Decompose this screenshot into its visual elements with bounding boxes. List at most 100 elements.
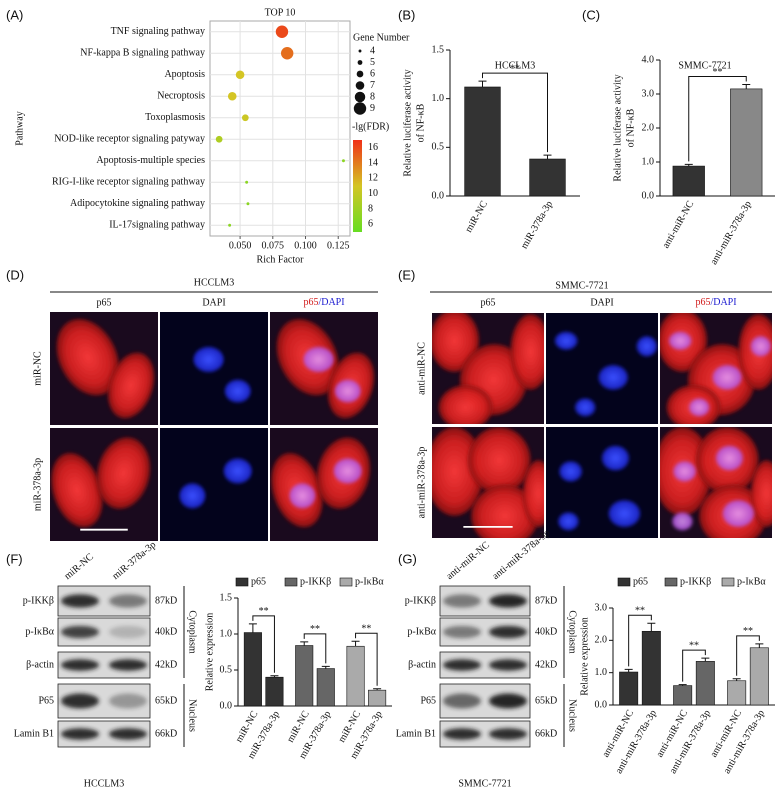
y-tick-label: 1.0 — [642, 156, 655, 167]
significance-label: ** — [743, 626, 753, 637]
significance-label: ** — [361, 623, 371, 634]
micrograph — [432, 313, 544, 424]
x-tick-label: miR-378a-3p — [519, 199, 555, 251]
merge-label-part: p65 — [303, 297, 318, 308]
protein-label: p-IκBα — [25, 626, 54, 637]
y-tick-label: 0.0 — [595, 699, 608, 710]
y-tick-label: 2.0 — [642, 122, 655, 133]
panel-label: (F) — [6, 551, 23, 566]
merge-label-part: p65 — [695, 297, 710, 308]
y-tick-label: 0.0 — [220, 700, 233, 711]
blot-cell-line: HCCLM3 — [84, 778, 125, 789]
y-axis-title: of NF-κB — [415, 103, 426, 142]
y-axis-title: Pathway — [14, 111, 25, 145]
blot-cell-line: SMMC-7721 — [458, 778, 511, 789]
significance-label: ** — [713, 67, 723, 78]
nucleus — [689, 398, 710, 417]
legend-label: 4 — [370, 45, 375, 56]
error-bar — [300, 641, 309, 646]
merge-label-part: /DAPI — [318, 297, 344, 308]
y-tick-label: 3.0 — [595, 602, 608, 613]
y-tick-label: 1.5 — [432, 44, 445, 55]
cell — [107, 352, 155, 419]
blot-band — [61, 693, 99, 709]
micrograph — [270, 312, 378, 425]
x-tick-label: 0.125 — [327, 240, 350, 251]
size-label: 42kD — [535, 659, 557, 670]
micrograph — [50, 428, 158, 541]
significance-bracket — [736, 635, 760, 676]
micrograph — [660, 313, 772, 424]
error-bar — [351, 640, 360, 647]
x-tick-label: miR-NC — [463, 199, 490, 235]
cell — [471, 484, 539, 538]
colorbar-label: 10 — [368, 188, 378, 199]
bar — [316, 668, 335, 707]
bar — [695, 661, 715, 706]
fraction-label: Nucleus — [187, 699, 198, 732]
legend-swatch — [721, 577, 735, 587]
y-axis-title: of NF-κB — [625, 108, 636, 147]
point — [227, 91, 237, 101]
nucleus — [722, 500, 755, 527]
micrograph — [660, 427, 772, 538]
blot-band — [443, 625, 481, 639]
y-tick-label: 0.0 — [432, 190, 445, 201]
y-tick-label: Apoptosis — [164, 69, 205, 80]
y-tick-label: Toxoplasmosis — [145, 112, 205, 123]
error-bar — [373, 688, 382, 691]
chart-title: TOP 10 — [265, 7, 296, 18]
micrograph — [546, 313, 658, 424]
bar — [368, 689, 387, 707]
micrograph — [50, 312, 158, 425]
protein-label: β-actin — [26, 659, 54, 670]
bar — [730, 88, 763, 197]
size-label: 40kD — [155, 626, 177, 637]
point — [245, 180, 249, 184]
x-tick-label: anti-miR-378a-3p — [708, 199, 753, 267]
legend-label: 7 — [370, 80, 375, 91]
blot-band — [61, 594, 99, 608]
blot-band — [109, 728, 147, 740]
y-axis-title: Relative expression — [579, 617, 590, 696]
significance-label: ** — [310, 624, 320, 635]
blot-band — [443, 728, 481, 740]
size-label: 66kD — [535, 728, 557, 739]
lane-label: anti-miR-NC — [444, 539, 492, 582]
y-axis-title: Relative expression — [204, 613, 215, 692]
y-tick-label: IL-17signaling pathway — [109, 220, 205, 231]
bar — [529, 158, 566, 197]
legend-size — [357, 60, 363, 65]
colorbar-label: 12 — [368, 173, 378, 184]
chart-title: SMMC-7721 — [678, 60, 731, 71]
nucleus — [558, 512, 579, 531]
error-bar — [248, 623, 257, 633]
legend-label: p-IKKβ — [680, 576, 711, 587]
point — [228, 223, 232, 227]
colorbar — [353, 140, 362, 232]
blot-band — [489, 728, 527, 740]
micrograph-bg — [546, 313, 658, 424]
plot-frame — [209, 20, 351, 237]
legend-size — [355, 81, 365, 90]
size-label: 87kD — [535, 595, 557, 606]
blot-band — [109, 693, 147, 709]
error-bar — [478, 80, 487, 87]
micrograph — [432, 427, 544, 538]
error-bar — [647, 622, 656, 632]
size-label: 42kD — [155, 659, 177, 670]
nucleus — [636, 336, 657, 357]
protein-label: P65 — [420, 695, 436, 706]
y-tick-label: Adipocytokine signaling pathway — [70, 198, 205, 209]
legend-swatch — [235, 577, 249, 587]
legend-swatch — [339, 577, 353, 587]
panel-label: (D) — [6, 267, 24, 282]
error-bar — [755, 643, 764, 648]
significance-label: ** — [259, 606, 269, 617]
legend-label: p-IκBα — [737, 576, 766, 587]
nucleus — [575, 398, 596, 417]
bar — [295, 645, 314, 707]
cell — [432, 313, 480, 372]
error-bar — [678, 684, 687, 686]
